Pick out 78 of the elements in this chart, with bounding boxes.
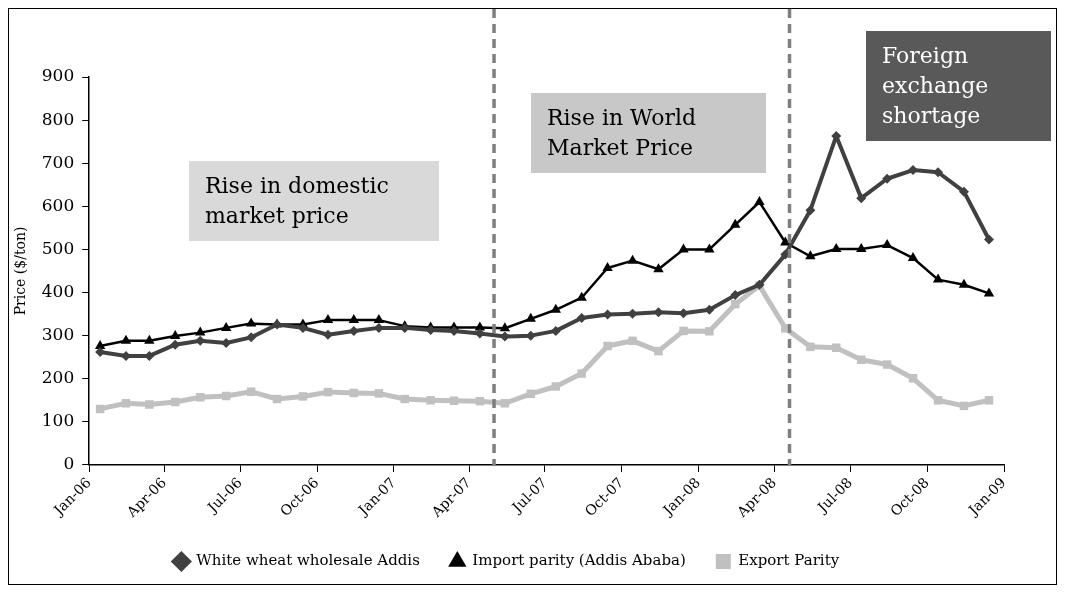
point <box>983 234 994 245</box>
y-tick-label: 0 <box>63 453 75 474</box>
point <box>882 360 892 369</box>
point <box>145 400 154 409</box>
point <box>654 346 663 356</box>
point <box>678 243 689 253</box>
point <box>984 396 994 405</box>
point <box>704 304 715 315</box>
point <box>806 342 815 352</box>
point <box>653 263 664 273</box>
point <box>705 327 714 336</box>
point <box>220 321 232 331</box>
legend-label: Import parity (Addis Ababa) <box>472 551 686 570</box>
y-tick-label: 500 <box>41 237 75 258</box>
point <box>374 389 384 398</box>
point <box>373 314 385 324</box>
point <box>831 243 842 252</box>
point <box>856 193 867 204</box>
point <box>603 341 612 351</box>
point <box>908 374 918 383</box>
point <box>322 314 334 324</box>
point <box>754 196 765 206</box>
y-tick-label: 100 <box>41 410 75 431</box>
point <box>602 261 613 271</box>
y-tick-label: 700 <box>41 151 75 172</box>
text-box: Foreign exchange shortage <box>866 31 1051 141</box>
point <box>121 399 131 408</box>
point <box>856 243 867 252</box>
point <box>881 239 893 249</box>
y-tick-label: 400 <box>41 280 75 301</box>
point <box>322 329 333 340</box>
y-tick-label: 200 <box>41 367 75 388</box>
y-axis-title: Price ($/ton) <box>12 226 29 316</box>
point <box>500 399 510 408</box>
point <box>499 322 511 332</box>
point <box>170 330 181 340</box>
y-tick-label: 900 <box>41 65 75 86</box>
point <box>628 336 637 346</box>
point <box>933 396 943 405</box>
point <box>245 317 257 327</box>
point <box>426 396 435 405</box>
y-tick-label: 800 <box>41 108 75 129</box>
legend-label: White wheat wholesale Addis <box>196 551 420 570</box>
point <box>400 394 409 404</box>
legend-label: Export Parity <box>738 551 840 570</box>
point <box>933 167 944 178</box>
text-box: Rise in domestic market price <box>189 161 439 241</box>
point <box>805 205 816 216</box>
point <box>627 254 638 264</box>
point <box>958 186 969 197</box>
point <box>246 332 257 343</box>
point <box>958 278 970 288</box>
point <box>196 393 205 402</box>
point <box>551 382 561 391</box>
point <box>449 396 459 405</box>
y-tick-label: 300 <box>41 324 75 345</box>
point <box>832 343 841 352</box>
point <box>195 326 206 336</box>
point <box>577 369 586 378</box>
point <box>730 218 741 228</box>
point <box>144 334 155 344</box>
point <box>932 273 944 283</box>
point <box>907 252 919 262</box>
y-tick-label: 600 <box>41 194 75 215</box>
point <box>576 312 587 323</box>
point <box>348 314 360 324</box>
point <box>983 287 995 297</box>
point <box>246 387 256 396</box>
point <box>882 173 893 184</box>
point <box>730 290 741 301</box>
point <box>550 303 561 313</box>
point <box>679 326 688 336</box>
point <box>120 334 132 344</box>
text-box: Rise in World Market Price <box>531 93 766 173</box>
point <box>857 355 866 365</box>
point <box>576 291 587 301</box>
point <box>525 312 536 322</box>
point <box>298 392 308 401</box>
